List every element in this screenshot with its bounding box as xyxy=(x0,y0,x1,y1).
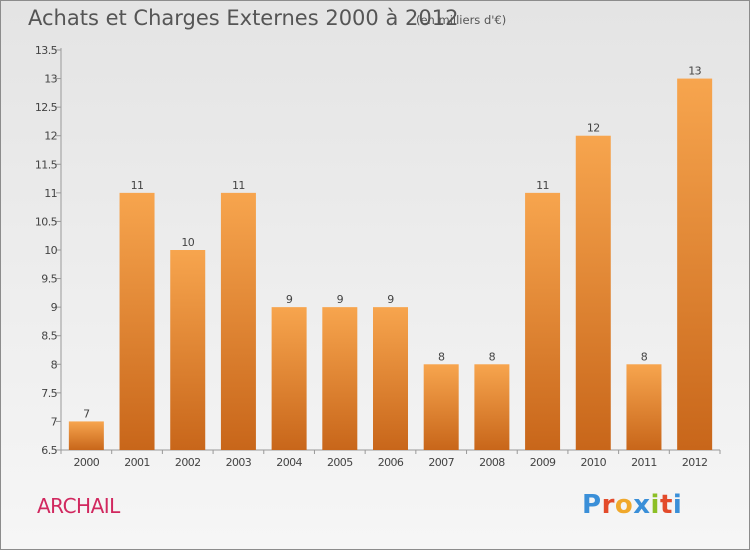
data-label-2001: 11 xyxy=(131,179,144,192)
y-tick-label: 12.5 xyxy=(35,101,58,114)
y-tick-label: 8.5 xyxy=(41,330,57,343)
bar-2002 xyxy=(170,250,206,450)
data-label-2010: 12 xyxy=(587,122,600,135)
data-label-2011: 8 xyxy=(641,350,648,363)
x-tick-label-2005: 2005 xyxy=(327,456,353,469)
x-tick-label-2004: 2004 xyxy=(276,456,302,469)
y-tick-label: 11 xyxy=(44,187,57,200)
logo-letter: t xyxy=(659,490,673,520)
data-label-2005: 9 xyxy=(337,293,344,306)
y-tick-label: 13 xyxy=(44,73,57,86)
x-tick-label-2009: 2009 xyxy=(530,456,556,469)
logo-letter: x xyxy=(633,490,651,520)
bar-2009 xyxy=(525,192,561,450)
data-label-2007: 8 xyxy=(438,350,445,363)
x-tick-label-2011: 2011 xyxy=(631,456,657,469)
x-tick-label-2010: 2010 xyxy=(580,456,606,469)
logo-letter: i xyxy=(672,490,683,520)
x-tick-label-2007: 2007 xyxy=(428,456,454,469)
bar-2008 xyxy=(474,364,510,450)
bar-2003 xyxy=(220,192,256,450)
logo-letter: i xyxy=(650,490,660,520)
bar-2004 xyxy=(271,307,307,450)
data-label-2012: 13 xyxy=(688,65,701,78)
bar-2012 xyxy=(677,78,713,451)
chart-title: Achats et Charges Externes 2000 à 2012 xyxy=(28,6,459,30)
data-label-2008: 8 xyxy=(489,350,496,363)
bar-2007 xyxy=(423,364,459,450)
data-label-2002: 10 xyxy=(181,236,194,249)
data-label-2003: 11 xyxy=(232,179,245,192)
logo-letter: r xyxy=(601,490,615,520)
bar-2006 xyxy=(373,307,408,450)
y-tick-label: 10.5 xyxy=(35,215,58,228)
data-label-2006: 9 xyxy=(387,293,394,306)
x-tick-label-2006: 2006 xyxy=(378,456,404,469)
x-tick-label-2001: 2001 xyxy=(124,456,150,469)
y-tick-label: 9.5 xyxy=(41,273,57,286)
y-tick-label: 11.5 xyxy=(35,158,58,171)
bar-2001 xyxy=(119,192,155,450)
y-tick-label: 8 xyxy=(51,358,58,371)
bar-2000 xyxy=(68,421,104,450)
y-tick-label: 10 xyxy=(44,244,57,257)
data-label-2004: 9 xyxy=(286,293,293,306)
data-label-2009: 11 xyxy=(536,179,549,192)
chart-unit: (en milliers d'€) xyxy=(416,13,507,27)
logo-letter: P xyxy=(582,490,602,520)
x-tick-label-2012: 2012 xyxy=(682,456,708,469)
data-label-2000: 7 xyxy=(83,407,90,420)
y-tick-label: 12 xyxy=(44,130,57,143)
y-tick-label: 7.5 xyxy=(41,387,57,400)
logo-letter: o xyxy=(614,490,634,520)
y-tick-label: 13.5 xyxy=(35,44,58,57)
bar-2011 xyxy=(626,364,662,450)
x-tick-label-2008: 2008 xyxy=(479,456,505,469)
y-tick-label: 6.5 xyxy=(41,444,57,457)
x-tick-label-2003: 2003 xyxy=(226,456,252,469)
proxiti-logo: Proxiti xyxy=(582,490,682,520)
y-tick-label: 7 xyxy=(51,415,58,428)
commune-name: ARCHAIL xyxy=(37,494,120,518)
x-tick-label-2002: 2002 xyxy=(175,456,201,469)
bar-2005 xyxy=(322,307,358,450)
y-tick-label: 9 xyxy=(51,301,58,314)
x-tick-label-2000: 2000 xyxy=(74,456,100,469)
bar-2010 xyxy=(575,135,611,450)
